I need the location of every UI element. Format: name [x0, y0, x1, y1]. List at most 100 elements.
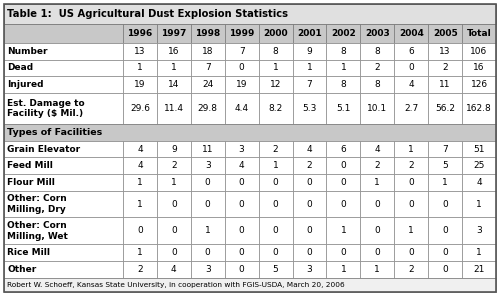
- Text: 1: 1: [272, 161, 278, 170]
- Bar: [258, 244, 292, 261]
- Text: 16: 16: [168, 47, 179, 56]
- Bar: [4, 76, 123, 93]
- Text: 10.1: 10.1: [367, 104, 388, 113]
- Bar: [4, 191, 123, 218]
- Bar: [191, 191, 224, 218]
- Bar: [4, 261, 123, 278]
- Text: 1: 1: [476, 200, 482, 209]
- Bar: [224, 141, 258, 157]
- Text: 8: 8: [374, 80, 380, 89]
- Text: 1: 1: [340, 226, 346, 235]
- Text: 0: 0: [442, 226, 448, 235]
- Text: 2: 2: [408, 161, 414, 170]
- Text: 0: 0: [442, 265, 448, 274]
- Text: 0: 0: [306, 178, 312, 187]
- Text: 1: 1: [137, 200, 143, 209]
- Bar: [394, 174, 428, 191]
- Text: Flour Mill: Flour Mill: [7, 178, 55, 187]
- Bar: [360, 43, 394, 59]
- Text: 1997: 1997: [161, 29, 186, 38]
- Text: Robert W. Schoeff, Kansas State University, in cooperation with FGIS-USDA, March: Robert W. Schoeff, Kansas State Universi…: [7, 282, 344, 288]
- Bar: [157, 24, 191, 43]
- Bar: [360, 218, 394, 244]
- Bar: [123, 174, 157, 191]
- Text: 19: 19: [134, 80, 145, 89]
- Text: 2: 2: [374, 63, 380, 73]
- Text: 1: 1: [306, 63, 312, 73]
- Bar: [224, 157, 258, 174]
- Bar: [191, 244, 224, 261]
- Bar: [462, 76, 496, 93]
- Bar: [258, 59, 292, 76]
- Bar: [462, 24, 496, 43]
- Text: 2000: 2000: [263, 29, 288, 38]
- Bar: [292, 24, 326, 43]
- Bar: [157, 93, 191, 124]
- Text: 4: 4: [137, 145, 142, 154]
- Text: 29.6: 29.6: [130, 104, 150, 113]
- Bar: [360, 157, 394, 174]
- Bar: [157, 218, 191, 244]
- Text: 0: 0: [374, 248, 380, 257]
- Bar: [394, 93, 428, 124]
- Text: 8: 8: [272, 47, 278, 56]
- Bar: [326, 24, 360, 43]
- Text: 2: 2: [408, 265, 414, 274]
- Bar: [157, 43, 191, 59]
- Text: 13: 13: [440, 47, 451, 56]
- Bar: [428, 141, 462, 157]
- Text: 0: 0: [442, 200, 448, 209]
- Bar: [292, 174, 326, 191]
- Text: 5: 5: [272, 265, 278, 274]
- Bar: [326, 244, 360, 261]
- Bar: [258, 261, 292, 278]
- Text: 0: 0: [408, 63, 414, 73]
- Bar: [258, 191, 292, 218]
- Bar: [258, 76, 292, 93]
- Text: 1: 1: [272, 63, 278, 73]
- Text: 0: 0: [239, 226, 244, 235]
- Text: 0: 0: [171, 248, 176, 257]
- Text: 0: 0: [272, 226, 278, 235]
- Bar: [4, 124, 496, 141]
- Text: 0: 0: [239, 200, 244, 209]
- Bar: [224, 76, 258, 93]
- Bar: [292, 141, 326, 157]
- Bar: [258, 24, 292, 43]
- Text: 8: 8: [340, 47, 346, 56]
- Text: 11.4: 11.4: [164, 104, 184, 113]
- Text: 7: 7: [306, 80, 312, 89]
- Text: 1: 1: [408, 145, 414, 154]
- Text: 0: 0: [340, 200, 346, 209]
- Text: 9: 9: [171, 145, 176, 154]
- Text: 126: 126: [470, 80, 488, 89]
- Text: 1: 1: [340, 63, 346, 73]
- Bar: [428, 43, 462, 59]
- Text: Feed Mill: Feed Mill: [7, 161, 53, 170]
- Bar: [326, 43, 360, 59]
- Bar: [462, 191, 496, 218]
- Text: 0: 0: [408, 248, 414, 257]
- Bar: [292, 261, 326, 278]
- Text: 0: 0: [442, 248, 448, 257]
- Bar: [157, 76, 191, 93]
- Bar: [360, 191, 394, 218]
- Bar: [157, 157, 191, 174]
- Text: 0: 0: [239, 63, 244, 73]
- Text: 3: 3: [239, 145, 244, 154]
- Text: 1: 1: [137, 178, 143, 187]
- Bar: [292, 59, 326, 76]
- Bar: [224, 218, 258, 244]
- Bar: [224, 24, 258, 43]
- Bar: [123, 59, 157, 76]
- Bar: [224, 244, 258, 261]
- Text: 4: 4: [476, 178, 482, 187]
- Text: Dead: Dead: [7, 63, 33, 73]
- Text: Table 1:  US Agricultural Dust Explosion Statistics: Table 1: US Agricultural Dust Explosion …: [7, 9, 288, 19]
- Text: 4: 4: [171, 265, 176, 274]
- Bar: [394, 43, 428, 59]
- Bar: [191, 59, 224, 76]
- Text: 8.2: 8.2: [268, 104, 282, 113]
- Bar: [428, 191, 462, 218]
- Bar: [428, 59, 462, 76]
